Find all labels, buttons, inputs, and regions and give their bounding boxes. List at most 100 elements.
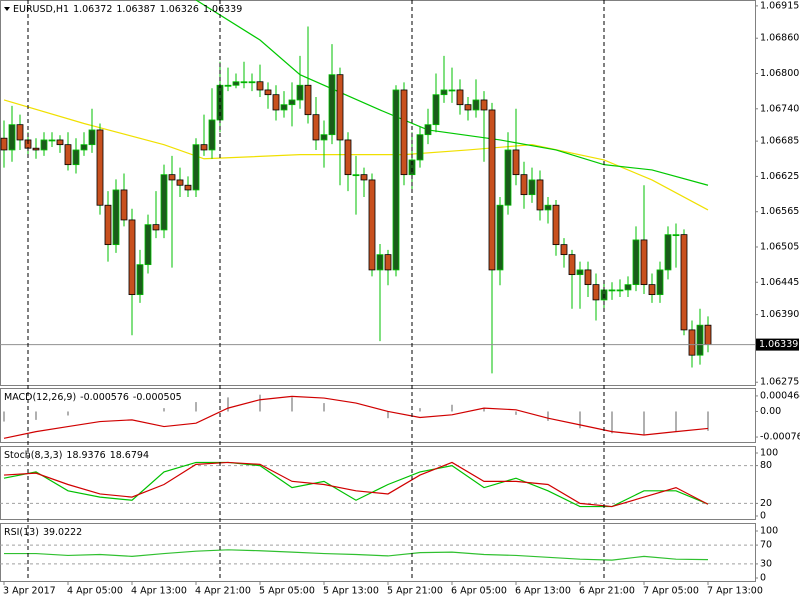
rsi-panel bbox=[0, 523, 756, 582]
candle-body bbox=[568, 254, 576, 276]
candle-body bbox=[208, 119, 216, 151]
candle-body bbox=[240, 81, 248, 84]
candle-body bbox=[224, 84, 232, 87]
price-header: EURUSD,H1 1.06372 1.06387 1.06326 1.06339 bbox=[13, 4, 242, 15]
y-tick-label: 30 bbox=[760, 558, 772, 569]
macd-panel bbox=[0, 388, 756, 443]
price-plot bbox=[0, 0, 755, 374]
candle-body bbox=[112, 189, 120, 246]
rsi-plot bbox=[0, 544, 755, 565]
axes: 1.06915 1.06860 1.06800 1.06740 1.06685 1.066… bbox=[3, 0, 800, 597]
candle-body bbox=[496, 204, 504, 271]
candle-body bbox=[392, 89, 400, 271]
x-tick-label: 4 Apr 13:00 bbox=[131, 586, 187, 597]
y-tick-label: 100 bbox=[760, 526, 778, 537]
candle-body bbox=[328, 74, 336, 136]
price-panel bbox=[0, 0, 756, 386]
x-tick-label: 5 Apr 05:00 bbox=[259, 586, 315, 597]
candle-body bbox=[264, 89, 272, 96]
candle-body bbox=[320, 134, 328, 141]
candle-body bbox=[608, 289, 616, 292]
candle-body bbox=[136, 264, 144, 296]
candle-body bbox=[192, 144, 200, 191]
x-tick-label: 6 Apr 13:00 bbox=[515, 586, 571, 597]
candle-body bbox=[56, 139, 64, 146]
candle-body bbox=[520, 174, 528, 196]
candle-body bbox=[312, 114, 320, 141]
candle-body bbox=[32, 147, 40, 151]
indicator-line bbox=[3, 461, 709, 508]
y-tick-label: 70 bbox=[760, 540, 772, 551]
candle-body bbox=[560, 244, 568, 256]
candle-body bbox=[440, 89, 448, 96]
candle-body bbox=[576, 269, 584, 276]
candle-body bbox=[512, 149, 520, 176]
candle-body bbox=[552, 204, 560, 246]
stoch-plot bbox=[0, 461, 755, 508]
candle-body bbox=[688, 329, 696, 356]
y-tick-label: 1.06390 bbox=[760, 309, 799, 320]
rsi-header: RSI(13) 39.0222 bbox=[4, 527, 82, 538]
candle-body bbox=[184, 184, 192, 191]
candle-body bbox=[296, 84, 304, 101]
candle-body bbox=[680, 234, 688, 331]
candle-body bbox=[640, 239, 648, 286]
menu-arrow[interactable] bbox=[4, 7, 10, 11]
y-tick-label: 1.06800 bbox=[760, 68, 799, 79]
candle-body bbox=[256, 81, 264, 91]
candle-body bbox=[288, 99, 296, 106]
candle-body bbox=[464, 104, 472, 111]
candle-body bbox=[656, 269, 664, 296]
candle-body bbox=[472, 99, 480, 111]
candle-body bbox=[648, 284, 656, 296]
candle-body bbox=[664, 234, 672, 271]
candle-body bbox=[16, 124, 24, 141]
candle-body bbox=[416, 134, 424, 161]
candle-body bbox=[488, 109, 496, 271]
candle-body bbox=[616, 289, 624, 292]
candle-body bbox=[80, 144, 88, 151]
indicator-line bbox=[4, 549, 709, 561]
candle-body bbox=[272, 94, 280, 111]
candle-body bbox=[480, 99, 488, 111]
candle-body bbox=[176, 179, 184, 186]
candle-body bbox=[144, 224, 152, 266]
candle-body bbox=[72, 149, 80, 166]
indicator-line bbox=[3, 461, 709, 508]
y-tick-label: 0 bbox=[760, 573, 766, 584]
candle-body bbox=[88, 129, 96, 146]
candle-body bbox=[48, 139, 56, 142]
candle-body bbox=[368, 179, 376, 271]
x-tick-label: 7 Apr 05:00 bbox=[643, 586, 699, 597]
candle-body bbox=[632, 239, 640, 286]
y-tick-label: 0 bbox=[760, 511, 766, 522]
candle-body bbox=[592, 284, 600, 301]
stoch-panel bbox=[0, 446, 756, 520]
y-tick-label: 0.000464 bbox=[760, 390, 800, 401]
y-tick-label: 1.06685 bbox=[760, 136, 799, 147]
candle-body bbox=[104, 204, 112, 246]
candle-body bbox=[96, 129, 104, 206]
indicator-line bbox=[3, 395, 709, 439]
candle-body bbox=[344, 139, 352, 176]
y-tick-label: 1.06565 bbox=[760, 206, 799, 217]
stoch-header: Stoch(8,3,3) 18.9376 18.6794 bbox=[4, 450, 149, 461]
x-tick-label: 4 Apr 21:00 bbox=[195, 586, 251, 597]
candle-body bbox=[544, 204, 552, 211]
candle-body bbox=[128, 219, 136, 296]
x-tick-label: 5 Apr 21:00 bbox=[387, 586, 443, 597]
y-tick-label: 1.06275 bbox=[760, 377, 799, 388]
candle-body bbox=[504, 149, 512, 206]
x-tick-label: 7 Apr 13:00 bbox=[707, 586, 763, 597]
candle-body bbox=[456, 89, 464, 106]
y-tick-label: 1.06505 bbox=[760, 241, 799, 252]
candle-body bbox=[304, 84, 312, 116]
candle-body bbox=[232, 81, 240, 86]
candle-body bbox=[408, 159, 416, 176]
candle-body bbox=[360, 174, 368, 181]
macd-plot bbox=[3, 394, 709, 439]
candle-body bbox=[624, 284, 632, 291]
candle-body bbox=[64, 144, 72, 166]
candle-body bbox=[704, 324, 712, 346]
